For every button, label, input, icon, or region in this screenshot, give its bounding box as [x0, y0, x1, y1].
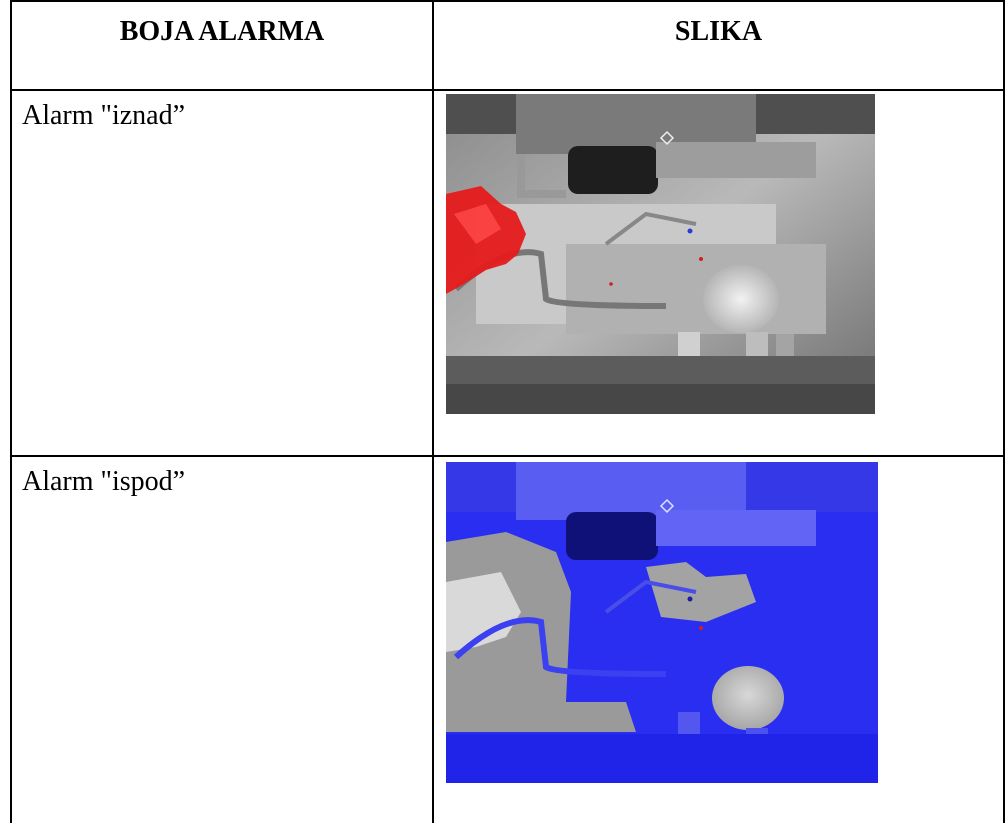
- row-divider: [10, 455, 1005, 457]
- header-image: SLIKA: [674, 16, 763, 47]
- table-border-top: [10, 0, 1005, 2]
- header-row-divider: [10, 89, 1005, 91]
- thermal-image-above-alarm: [446, 94, 875, 414]
- row-label-below: Alarm "ispod”: [22, 466, 186, 497]
- table-border-right: [1003, 0, 1005, 823]
- alarm-color-table: BOJA ALARMA SLIKA Alarm "iznad”: [10, 0, 1005, 823]
- table-column-divider: [432, 0, 434, 823]
- header-alarm-color: BOJA ALARMA: [119, 16, 325, 47]
- thermal-image-below-alarm: [446, 462, 878, 783]
- table-border-left: [10, 0, 12, 823]
- row-label-above: Alarm "iznad”: [22, 100, 186, 131]
